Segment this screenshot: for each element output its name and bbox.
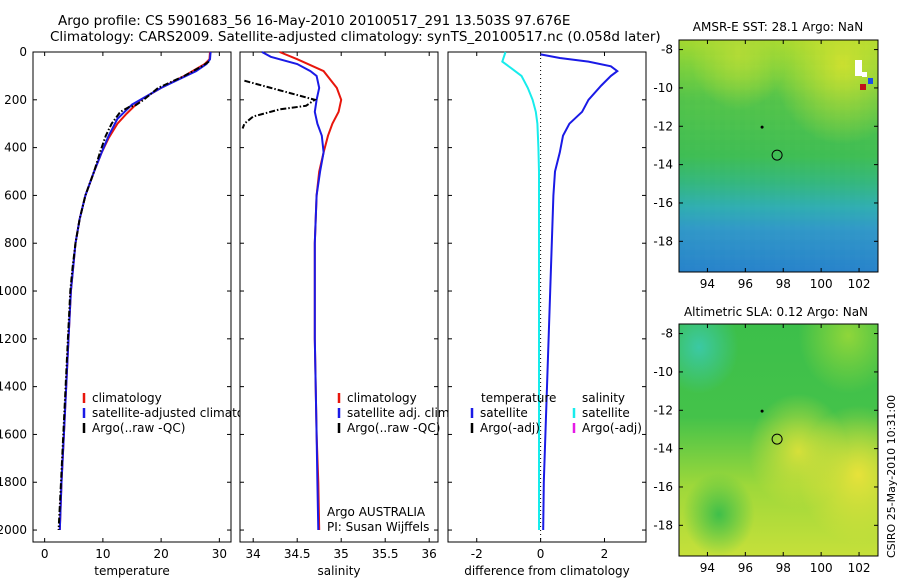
legend-label-climatology: climatology (92, 391, 162, 405)
map-y-tick-label: -8 (661, 43, 673, 57)
sst-map-title: AMSR-E SST: 28.1 Argo: NaN (693, 20, 863, 34)
legend-label-argo-adj: Argo(-adj) (480, 421, 540, 435)
series-line-salinity-satellite (501, 51, 540, 530)
series-line-satellite-adj-clim (261, 51, 325, 531)
x-tick-label: 20 (153, 547, 168, 561)
sla-argo-position-marker (771, 433, 783, 445)
legend-header-salinity: salinity (582, 391, 625, 405)
y-tick-label: 0 (19, 45, 27, 59)
y-tick-label: 400 (4, 141, 27, 155)
x-tick-label: 35 (334, 547, 349, 561)
map-y-tick-label: -18 (653, 234, 673, 248)
temperature-series (57, 51, 212, 531)
figure-title-line2: Climatology: CARS2009. Satellite-adjuste… (50, 29, 661, 45)
legend-header-temperature: temperature (481, 391, 556, 405)
sst-missing-pixel (862, 72, 867, 77)
footer-timestamp: CSIRO 25-May-2010 10:31:00 (885, 394, 898, 558)
y-tick-label: 1200 (0, 332, 27, 346)
y-tick-label: 600 (4, 188, 27, 202)
x-tick-label: -2 (471, 547, 483, 561)
temperature-axis-ticks: 0 10 20 30 0 200 400 600 800 1000 1200 1400 1600 1800… (0, 45, 231, 561)
salinity-series (241, 51, 343, 531)
y-tick-label: 1600 (0, 427, 27, 441)
map-y-tick-label: -16 (653, 196, 673, 210)
map-y-tick-label: -10 (653, 365, 673, 379)
x-tick-label: 0 (537, 547, 545, 561)
difference-axis-ticks: -2 0 2 (448, 51, 646, 561)
sla-anomaly-sw (679, 324, 878, 556)
y-tick-label: 1400 (0, 380, 27, 394)
map-y-tick-label: -14 (653, 442, 673, 456)
sst-argo-position-marker (771, 149, 783, 161)
difference-axis-label: difference from climatology (464, 564, 630, 578)
map-y-tick-label: -14 (653, 158, 673, 172)
y-tick-label: 800 (4, 236, 27, 250)
map-x-tick-label: 96 (738, 561, 753, 575)
x-tick-label: 36 (422, 547, 437, 561)
map-y-tick-label: -12 (653, 119, 673, 133)
map-x-tick-label: 94 (700, 561, 715, 575)
difference-panel: -2 0 2 difference from climatology tempera… (447, 51, 647, 578)
sst-map-panel: AMSR-E SST: 28.1 Argo: NaN 94 96 98 100 102 -… (653, 20, 879, 291)
legend-label-argo-adj: Argo(-adj) (582, 421, 642, 435)
series-line-argo-raw-qc (241, 79, 318, 129)
x-tick-label: 34 (246, 547, 261, 561)
sst-hot-pixel (860, 84, 866, 90)
sst-missing-pixels (855, 60, 862, 76)
sla-argo-track-point (760, 409, 764, 413)
difference-series (501, 51, 619, 531)
legend-label-satellite: satellite (582, 406, 630, 420)
salinity-axis-label: salinity (317, 564, 360, 578)
map-x-tick-label: 102 (848, 277, 871, 291)
map-y-tick-label: -10 (653, 81, 673, 95)
map-y-tick-label: -12 (653, 403, 673, 417)
x-tick-label: 2 (601, 547, 609, 561)
sst-argo-track-point (760, 125, 764, 129)
series-line-temperature-satellite (540, 53, 619, 531)
map-x-tick-label: 100 (810, 561, 833, 575)
legend-label-satellite-adj-clim: satellite adj. clim. (347, 406, 453, 420)
temperature-panel: 0 10 20 30 0 200 400 600 800 1000 1200 1400 1600 1800… (0, 45, 255, 578)
difference-legend: temperaturesatelliteArgo(-adj)salinitysa… (470, 391, 642, 435)
x-tick-label: 10 (95, 547, 110, 561)
map-y-tick-label: -16 (653, 480, 673, 494)
x-tick-label: 30 (212, 547, 227, 561)
y-tick-label: 1800 (0, 475, 27, 489)
sla-map-title: Altimetric SLA: 0.12 Argo: NaN (684, 305, 868, 319)
x-tick-label: 34.5 (284, 547, 311, 561)
sst-cold-pixel (868, 78, 873, 84)
x-tick-label: 0 (41, 547, 49, 561)
x-tick-label: 35.5 (372, 547, 399, 561)
legend-label-argo-raw-qc: Argo(..raw -QC) (92, 421, 185, 435)
figure-title-line1: Argo profile: CS 5901683_56 16-May-2010 … (58, 13, 571, 29)
map-x-tick-label: 94 (700, 277, 715, 291)
map-x-tick-label: 100 (810, 277, 833, 291)
pi-annotation: PI: Susan Wijffels (327, 520, 429, 534)
map-x-tick-label: 98 (776, 277, 791, 291)
legend-label-satellite: satellite (480, 406, 528, 420)
series-line-argo-raw-qc (57, 60, 210, 531)
sst-pixel-texture (679, 40, 878, 272)
map-x-tick-label: 96 (738, 277, 753, 291)
y-tick-label: 200 (4, 93, 27, 107)
map-y-tick-label: -18 (653, 518, 673, 532)
y-tick-label: 1000 (0, 284, 27, 298)
sla-map-panel: Altimetric SLA: 0.12 Argo: NaN 94 96 98 100… (653, 305, 879, 575)
legend-label-satellite-adjusted-climatolo: satellite-adjusted climatolo (92, 406, 255, 420)
y-tick-label: 2000 (0, 523, 27, 537)
sst-map-ticks: 94 96 98 100 102 -8 -10 -12 -14 -16 -18 (653, 40, 878, 291)
salinity-panel: 34 34.5 35 35.5 36 salinity climatologysatel… (239, 51, 453, 578)
sla-map-ticks: 94 96 98 100 102 -8 -10 -12 -14 -16 -18 (653, 324, 878, 575)
argo-program-annotation: Argo AUSTRALIA (327, 505, 426, 519)
map-x-tick-label: 102 (848, 561, 871, 575)
legend-label-climatology: climatology (347, 391, 417, 405)
legend-label-argo-raw-qc: Argo(..raw -QC) (347, 421, 440, 435)
map-x-tick-label: 98 (776, 561, 791, 575)
temperature-axis-label: temperature (94, 564, 169, 578)
salinity-axis-ticks: 34 34.5 35 35.5 36 (240, 51, 438, 561)
map-y-tick-label: -8 (661, 327, 673, 341)
